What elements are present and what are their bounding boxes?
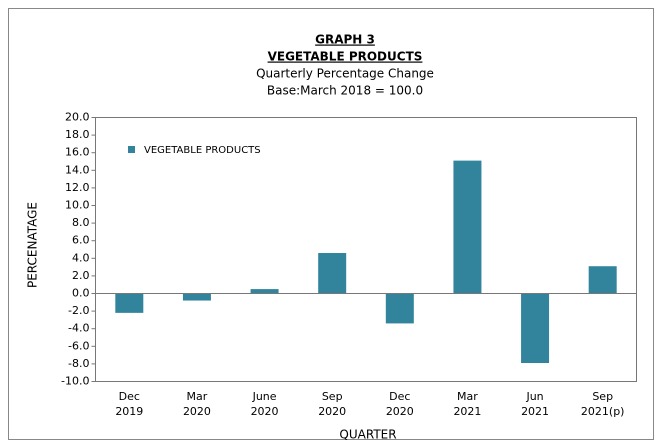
- chart-title: GRAPH 3: [315, 33, 375, 47]
- x-tick-label: Mar: [457, 390, 478, 403]
- bar: [521, 293, 550, 364]
- x-tick-label: 2020: [318, 405, 346, 418]
- x-tick-label: Sep: [592, 390, 613, 403]
- bar: [318, 253, 347, 294]
- frame: [8, 8, 654, 440]
- chart-note: Base:March 2018 = 100.0: [267, 84, 423, 98]
- y-tick-label: -8.0: [68, 357, 89, 370]
- y-tick-label: 8.0: [72, 216, 90, 229]
- x-tick-label: 2021(p): [581, 405, 625, 418]
- x-axis-label: QUARTER: [339, 428, 396, 442]
- bar: [385, 293, 414, 324]
- y-tick-label: -2.0: [68, 304, 89, 317]
- y-tick-label: -10.0: [61, 375, 89, 388]
- y-tick-label: -6.0: [68, 339, 89, 352]
- chart-subtitle: VEGETABLE PRODUCTS: [268, 50, 423, 64]
- bar: [453, 160, 482, 294]
- x-tick-label: Jun: [525, 390, 543, 403]
- y-tick-label: 18.0: [65, 128, 90, 141]
- x-tick-label: 2021: [453, 405, 481, 418]
- y-axis-label: PERCENATAGE: [26, 202, 40, 288]
- bar: [250, 289, 279, 294]
- legend-swatch: [128, 146, 135, 153]
- y-tick-label: 16.0: [65, 146, 90, 159]
- y-tick-label: 20.0: [65, 111, 90, 124]
- bar: [115, 293, 144, 313]
- y-tick-label: 2.0: [72, 269, 90, 282]
- x-tick-label: 2019: [115, 405, 143, 418]
- x-tick-label: 2021: [521, 405, 549, 418]
- x-tick-label: June: [252, 390, 277, 403]
- plot-area: [95, 117, 637, 382]
- bar: [588, 266, 617, 294]
- x-tick-label: Dec: [119, 390, 140, 403]
- x-tick-label: 2020: [251, 405, 279, 418]
- y-tick-label: 4.0: [72, 251, 90, 264]
- y-tick-label: -4.0: [68, 322, 89, 335]
- y-tick-label: 14.0: [65, 163, 90, 176]
- bar: [182, 293, 211, 301]
- x-tick-label: Sep: [322, 390, 343, 403]
- y-tick-label: 6.0: [72, 234, 90, 247]
- x-tick-label: 2020: [183, 405, 211, 418]
- x-tick-label: Mar: [187, 390, 208, 403]
- y-tick-label: 10.0: [65, 199, 90, 212]
- x-tick-label: 2020: [386, 405, 414, 418]
- x-tick-label: Dec: [389, 390, 410, 403]
- y-tick-label: 12.0: [65, 181, 90, 194]
- legend-label: VEGETABLE PRODUCTS: [144, 145, 261, 156]
- chart-note: Quarterly Percentage Change: [256, 67, 434, 81]
- y-tick-label: 0.0: [72, 287, 90, 300]
